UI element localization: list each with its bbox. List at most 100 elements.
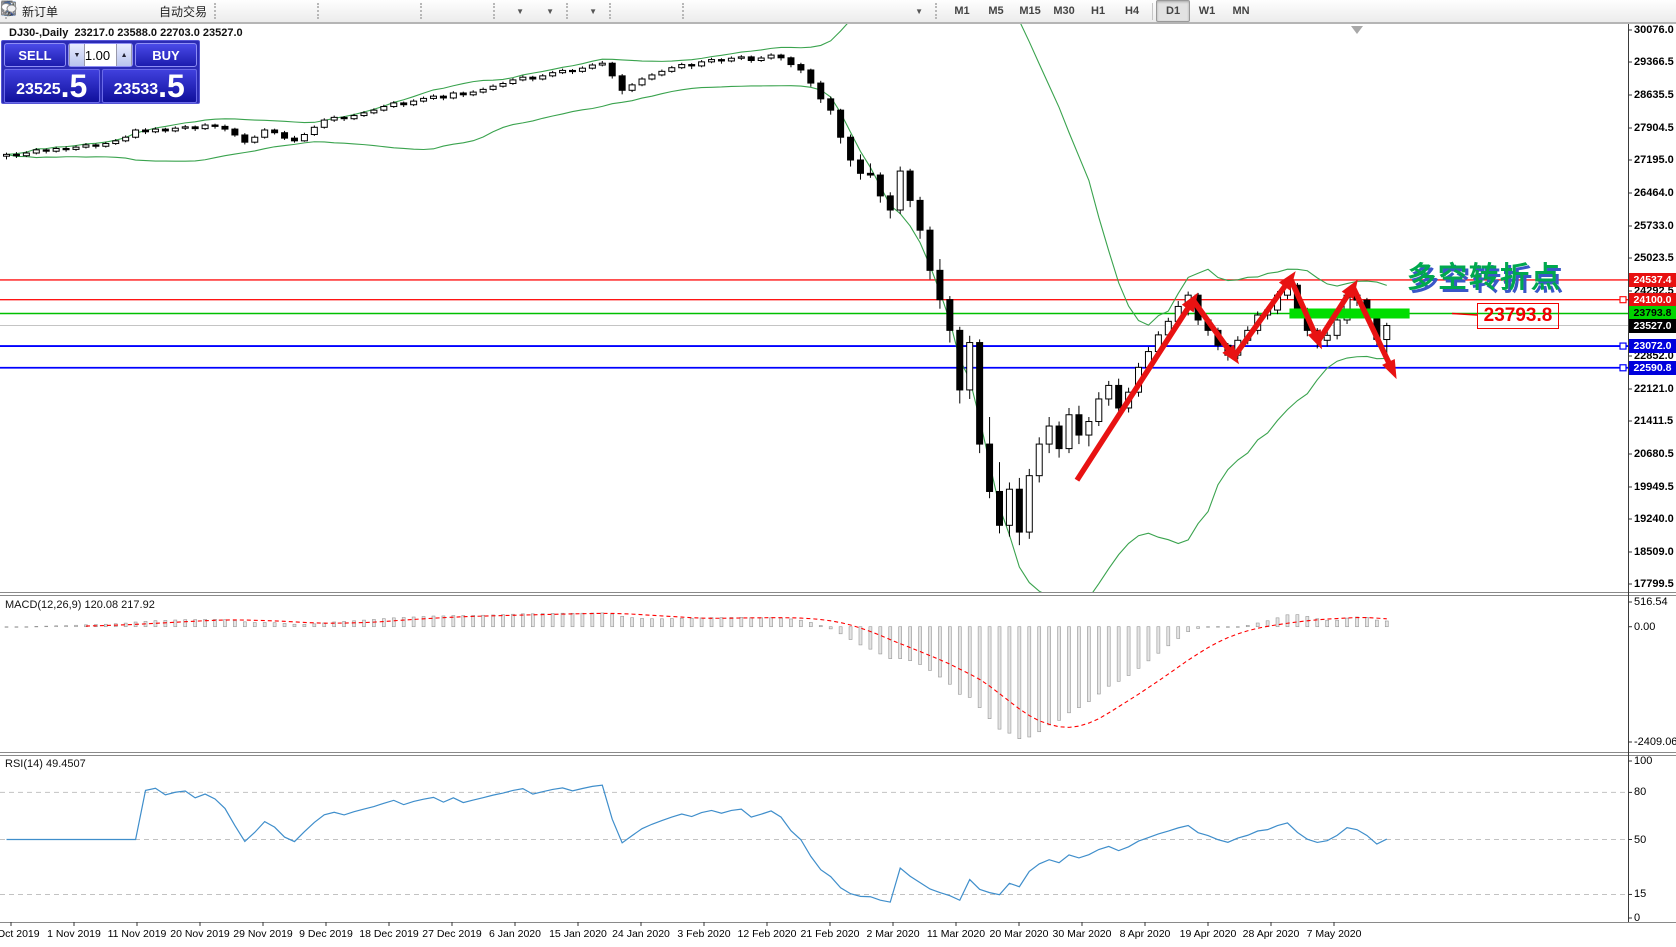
dropdown-caret-icon: ▼ bbox=[546, 6, 554, 16]
volume-stepper: ▼ 1.00 ▲ bbox=[68, 43, 133, 67]
price-axis-tick: 26464.0 bbox=[1634, 186, 1674, 199]
price-axis-tick: 27904.5 bbox=[1634, 121, 1674, 134]
price-axis-tick: 22121.0 bbox=[1634, 382, 1674, 395]
price-axis-tick: 29366.5 bbox=[1634, 56, 1674, 69]
rsi-axis-tick: 100 bbox=[1634, 755, 1653, 767]
macd-signal-line bbox=[85, 612, 1387, 728]
macd-indicator-label: MACD(12,26,9) 120.08 217.92 bbox=[5, 599, 155, 611]
macd-panel bbox=[4, 612, 1389, 739]
volume-increase-button[interactable]: ▲ bbox=[116, 44, 132, 66]
rsi-name: RSI(14) bbox=[5, 758, 43, 770]
price-axis-boxed-label: 23527.0 bbox=[1629, 318, 1676, 333]
date-axis-label: 28 Apr 2020 bbox=[1242, 928, 1300, 940]
sell-button[interactable]: SELL bbox=[4, 43, 66, 67]
rsi-indicator-label: RSI(14) 49.4507 bbox=[5, 758, 86, 770]
macd-axis-tick: 0.00 bbox=[1634, 620, 1656, 633]
date-axis-label: 21 Feb 2020 bbox=[800, 928, 860, 940]
price-axis-tick: 19240.0 bbox=[1634, 512, 1674, 525]
chat-button[interactable] bbox=[1, 0, 1674, 22]
date-axis-label: 12 Feb 2020 bbox=[737, 928, 797, 940]
toolbar-grip bbox=[935, 3, 942, 19]
auto-trading-button-label: 自动交易 bbox=[159, 4, 208, 19]
date-axis-label: 29 Nov 2019 bbox=[233, 928, 293, 940]
timeframe-mn-button[interactable]: MN bbox=[1232, 5, 1250, 17]
price-axis-boxed-label: 23072.0 bbox=[1629, 339, 1676, 354]
timeframe-m1-button[interactable]: M1 bbox=[954, 5, 970, 17]
price-axis-tick: 25733.0 bbox=[1634, 219, 1674, 232]
timeframe-m5-button[interactable]: M5 bbox=[988, 5, 1004, 17]
date-axis-label: 7 May 2020 bbox=[1306, 928, 1362, 940]
volume-input[interactable]: 1.00 bbox=[84, 44, 117, 66]
date-axis-label: 20 Nov 2019 bbox=[170, 928, 230, 940]
timeframe-h4-button[interactable]: H4 bbox=[1125, 5, 1140, 17]
date-axis-label: 6 Jan 2020 bbox=[489, 928, 541, 940]
toolbar-grip bbox=[566, 3, 573, 19]
support-highlight-bar[interactable] bbox=[1289, 308, 1410, 319]
price-axis-tick: 18509.0 bbox=[1634, 545, 1674, 558]
price-axis-tick: 25023.5 bbox=[1634, 252, 1674, 264]
chart-title: DJ30-,Daily 23217.0 23588.0 22703.0 2352… bbox=[9, 27, 243, 39]
symbol-timeframe-label: DJ30-,Daily bbox=[9, 27, 69, 39]
toolbar-grip bbox=[420, 3, 427, 19]
date-axis-label: 11 Mar 2020 bbox=[926, 928, 986, 940]
price-tag-annotation[interactable]: 23793.8 bbox=[1477, 303, 1559, 329]
date-axis-label: 19 Apr 2020 bbox=[1179, 928, 1237, 940]
date-axis-label: 3 Feb 2020 bbox=[677, 928, 731, 940]
toolbar-grip bbox=[214, 3, 221, 19]
zigzag-arrows[interactable] bbox=[1074, 271, 1397, 482]
price-axis-boxed-label: 22590.8 bbox=[1629, 360, 1676, 375]
sell-price-pips: .5 bbox=[60, 68, 88, 104]
sell-price-button[interactable]: 23525.5 bbox=[4, 69, 100, 103]
date-axis-label: 23 Oct 2019 bbox=[0, 928, 40, 940]
macd-values: 120.08 217.92 bbox=[84, 599, 155, 611]
price-axis-tick: 20680.5 bbox=[1634, 447, 1674, 460]
date-axis-label: 15 Jan 2020 bbox=[549, 928, 607, 940]
timeframe-w1-button[interactable]: W1 bbox=[1198, 5, 1216, 17]
rsi-axis-tick: 15 bbox=[1634, 888, 1647, 901]
bollinger-lower-band bbox=[6, 85, 1387, 592]
price-tag-leader bbox=[1451, 312, 1478, 316]
price-axis-boxed-label: 24100.0 bbox=[1629, 292, 1676, 307]
timeframe-m15-button[interactable]: M15 bbox=[1019, 5, 1041, 17]
toolbar-grip bbox=[317, 3, 324, 19]
rsi-axis-tick: 0 bbox=[1634, 912, 1641, 924]
date-axis-label: 1 Nov 2019 bbox=[47, 928, 101, 940]
macd-name: MACD(12,26,9) bbox=[5, 599, 82, 611]
macd-axis-tick: -2409.06 bbox=[1634, 736, 1676, 748]
rsi-axis-tick: 80 bbox=[1634, 786, 1647, 799]
buy-price-pips: .5 bbox=[158, 68, 185, 104]
buy-button[interactable]: BUY bbox=[135, 43, 197, 67]
timeframe-d1-button[interactable]: D1 bbox=[1156, 0, 1191, 22]
one-click-trading-panel: SELL ▼ 1.00 ▲ BUY 23525.5 23533.5 bbox=[1, 40, 200, 104]
buy-price-button[interactable]: 23533.5 bbox=[101, 68, 197, 104]
new-order-button-label: 新订单 bbox=[22, 4, 59, 19]
timeframe-m30-button[interactable]: M30 bbox=[1053, 5, 1075, 17]
date-axis-label: 8 Apr 2020 bbox=[1119, 928, 1171, 940]
toolbar-grip bbox=[609, 3, 616, 19]
price-axis-tick: 21411.5 bbox=[1634, 415, 1674, 427]
volume-decrease-button[interactable]: ▼ bbox=[69, 44, 85, 66]
toolbar-separator bbox=[1152, 2, 1154, 20]
price-axis-boxed-label: 24537.4 bbox=[1629, 272, 1676, 287]
dropdown-caret-icon: ▼ bbox=[915, 6, 923, 16]
date-axis-label: 24 Jan 2020 bbox=[612, 928, 670, 940]
ohlc-values: 23217.0 23588.0 22703.0 23527.0 bbox=[74, 27, 243, 39]
price-axis-tick: 27195.0 bbox=[1634, 154, 1674, 166]
timeframe-h1-button[interactable]: H1 bbox=[1091, 5, 1106, 17]
date-axis-label: 11 Nov 2019 bbox=[107, 928, 167, 940]
rsi-line bbox=[6, 784, 1388, 903]
buy-price: 23533 bbox=[113, 81, 159, 98]
turning-point-annotation[interactable]: 多空转折点 bbox=[1407, 262, 1563, 294]
date-axis-label: 9 Dec 2019 bbox=[299, 928, 353, 940]
chart-shift-marker-icon bbox=[1351, 26, 1363, 34]
dropdown-caret-icon: ▼ bbox=[516, 6, 524, 16]
dropdown-caret-icon: ▼ bbox=[589, 6, 597, 16]
date-axis-label: 18 Dec 2019 bbox=[359, 928, 419, 940]
toolbar-grip bbox=[682, 3, 689, 19]
date-axis-label: 20 Mar 2020 bbox=[989, 928, 1049, 940]
rsi-value: 49.4507 bbox=[45, 758, 86, 770]
rsi-axis-tick: 50 bbox=[1634, 833, 1647, 846]
date-axis-label: 2 Mar 2020 bbox=[866, 928, 920, 940]
